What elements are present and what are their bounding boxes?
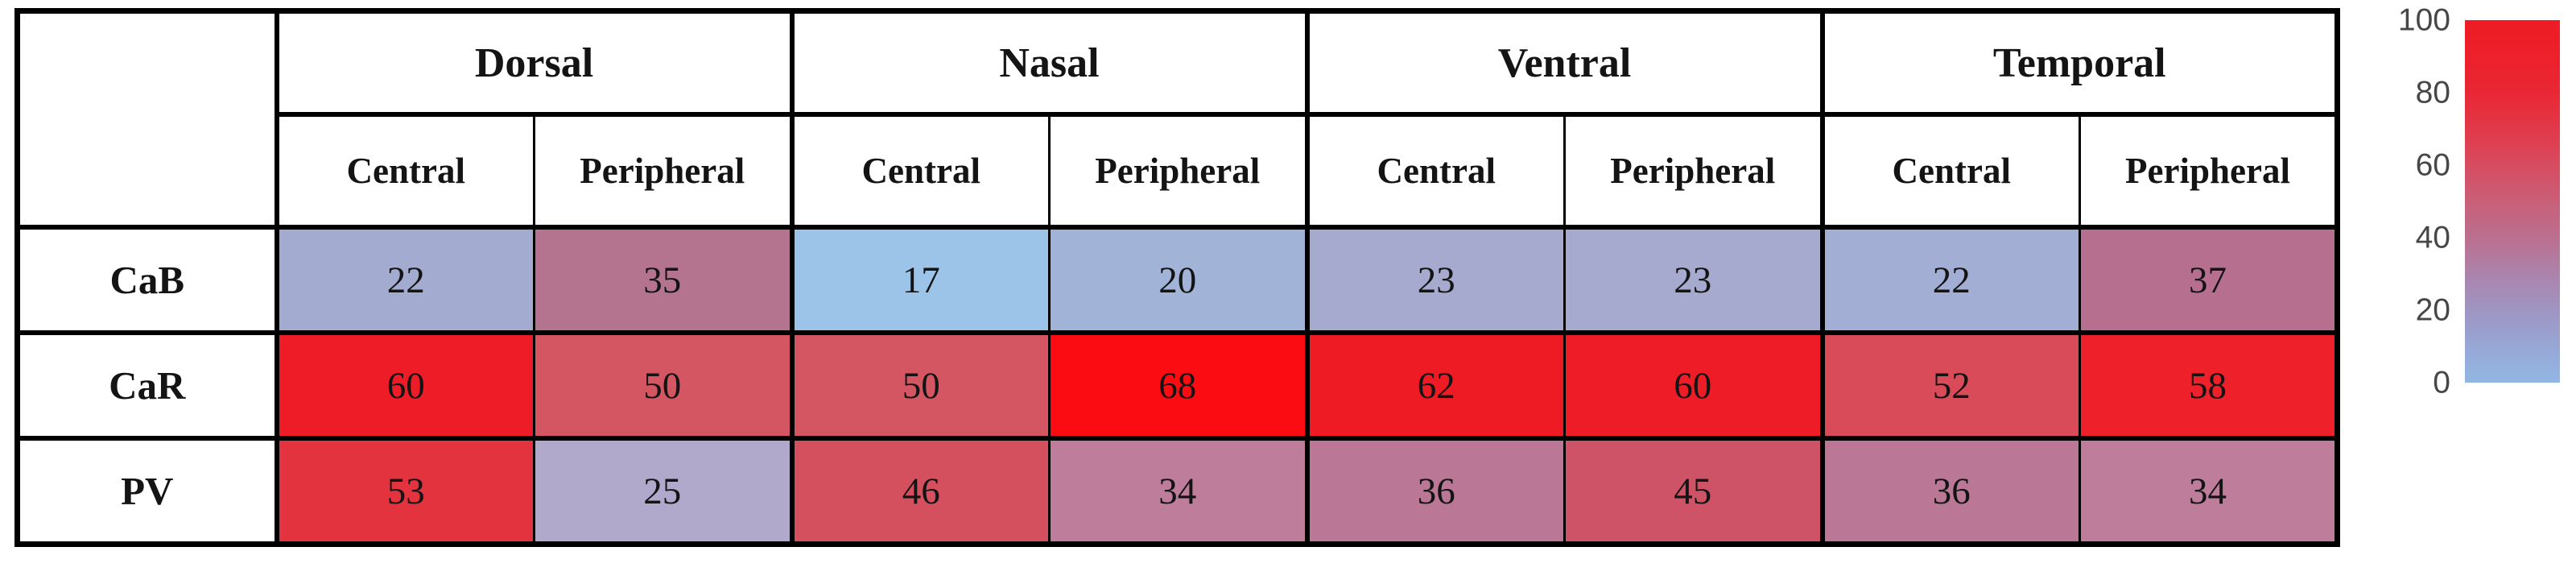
row-label: CaR <box>16 330 279 441</box>
heatmap-cell: 60 <box>1563 330 1823 441</box>
heatmap-cell: 52 <box>1819 330 2081 441</box>
heatmap-cell: 35 <box>533 225 793 335</box>
subcolumn-header-row: Central Peripheral Central Peripheral Centra… <box>18 112 2339 230</box>
heatmap-cell: 37 <box>2079 225 2339 335</box>
heatmap-cell: 34 <box>2079 436 2339 547</box>
heatmap-cell: 45 <box>1563 436 1823 547</box>
row-label: CaB <box>16 225 279 335</box>
column-group-header: Temporal <box>1819 8 2339 117</box>
heatmap-cell: 23 <box>1563 225 1823 335</box>
heatmap-cell: 68 <box>1048 330 1308 441</box>
subcolumn-header: Central <box>789 112 1051 230</box>
heatmap-cell: 34 <box>1048 436 1308 547</box>
table-row: CaB 22 35 17 20 23 23 22 37 <box>16 225 2339 335</box>
heatmap-cell: 23 <box>1304 225 1566 335</box>
column-group-header: Nasal <box>789 8 1308 117</box>
column-group-header: Dorsal <box>274 8 793 117</box>
colorbar-tick-label: 100 <box>2397 2 2450 38</box>
colorbar-tick-label: 80 <box>2415 75 2450 110</box>
group-header-row: Dorsal Nasal Ventral Temporal <box>16 8 2339 230</box>
table-head: Dorsal Nasal Ventral Temporal Central Periphe… <box>16 8 2339 230</box>
subcolumn-header: Central <box>274 112 535 230</box>
heatmap-cell: 17 <box>789 225 1051 335</box>
colorbar-tick-label: 40 <box>2415 220 2450 255</box>
corner-cell <box>16 8 279 230</box>
heatmap-cell: 36 <box>1304 436 1566 547</box>
subcolumn-header: Peripheral <box>2079 112 2339 230</box>
heatmap-cell: 20 <box>1048 225 1308 335</box>
subcolumn-header: Peripheral <box>1563 112 1823 230</box>
heatmap-cell: 62 <box>1304 330 1566 441</box>
heatmap-cell: 50 <box>789 330 1051 441</box>
colorbar-tick-labels: 100 80 60 40 20 0 <box>2381 5 2455 399</box>
column-group-header: Ventral <box>1304 8 1823 117</box>
table-body: CaB 22 35 17 20 23 23 22 37 CaR 60 50 50 68 62 60 52 58 PV… <box>16 225 2339 547</box>
colorbar-tick-label: 20 <box>2415 292 2450 328</box>
subcolumn-header: Peripheral <box>1048 112 1308 230</box>
colorbar: 100 80 60 40 20 0 <box>2381 5 2562 399</box>
subcolumn-header: Central <box>1819 112 2081 230</box>
heatmap-cell: 46 <box>789 436 1051 547</box>
heatmap-cell: 22 <box>274 225 535 335</box>
row-label: PV <box>16 436 279 547</box>
colorbar-tick-label: 60 <box>2415 147 2450 183</box>
colorbar-tick-label: 0 <box>2433 365 2450 400</box>
heatmap-table: Dorsal Nasal Ventral Temporal Central Periphe… <box>14 8 2340 547</box>
table-row: CaR 60 50 50 68 62 60 52 58 <box>16 330 2339 441</box>
heatmap-cell: 36 <box>1819 436 2081 547</box>
heatmap-cell: 22 <box>1819 225 2081 335</box>
heatmap-cell: 58 <box>2079 330 2339 441</box>
heatmap-cell: 50 <box>533 330 793 441</box>
heatmap-cell: 53 <box>274 436 535 547</box>
subcolumn-header: Peripheral <box>533 112 793 230</box>
heatmap-cell: 25 <box>533 436 793 547</box>
colorbar-gradient <box>2465 20 2560 383</box>
table-row: PV 53 25 46 34 36 45 36 34 <box>16 436 2339 547</box>
subcolumn-header: Central <box>1304 112 1566 230</box>
heatmap-cell: 60 <box>274 330 535 441</box>
